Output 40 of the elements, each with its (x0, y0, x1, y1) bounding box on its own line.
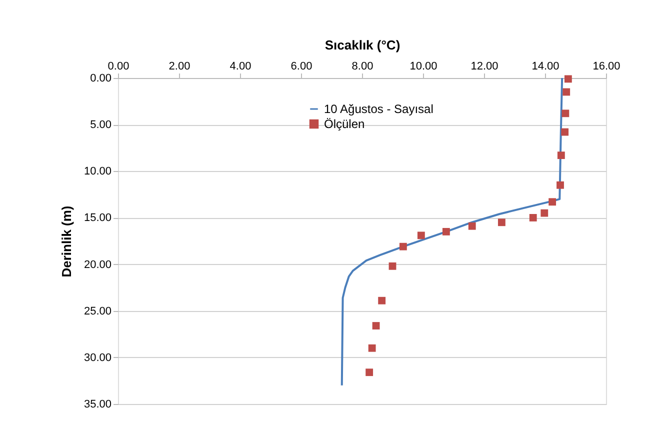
x-tick-label: 10.00 (410, 60, 438, 72)
point (366, 368, 374, 376)
point (399, 242, 407, 250)
y-tick-label: 5.00 (90, 119, 112, 132)
point (529, 214, 537, 222)
x-tick-label: 6.00 (290, 60, 312, 72)
point (564, 75, 572, 83)
y-axis-title: Derinlik (m) (58, 206, 74, 278)
chart-title: Sıcaklık (°C) (324, 38, 400, 52)
point (562, 88, 570, 96)
x-tick-label: 8.00 (352, 60, 374, 72)
point (540, 209, 548, 217)
x-tick-label: 2.00 (168, 60, 190, 72)
point (378, 296, 386, 304)
y-tick-label: 30.00 (84, 352, 112, 364)
x-tick-label: 16.00 (592, 60, 620, 72)
y-tick-label: 35.00 (84, 398, 112, 410)
legend-label: 10 Ağustos - Sayısal (324, 102, 434, 116)
x-tick-label: 12.00 (470, 60, 498, 72)
point (442, 228, 450, 236)
legend-label: Ölçülen (324, 117, 365, 131)
point (548, 198, 556, 206)
y-tick-label: 0.00 (90, 72, 112, 84)
x-tick-label: 0.00 (108, 60, 130, 72)
y-tick-label: 20.00 (84, 258, 112, 271)
point (561, 128, 569, 136)
point (368, 344, 376, 352)
point (556, 181, 564, 189)
point (372, 322, 380, 330)
point (388, 262, 396, 270)
y-tick-label: 10.00 (84, 166, 112, 178)
x-tick-label: 14.00 (532, 60, 560, 72)
x-tick-label: 4.00 (230, 60, 252, 72)
y-tick-label: 15.00 (84, 212, 112, 224)
point (557, 152, 565, 160)
point (417, 232, 425, 240)
point (562, 110, 570, 118)
point (468, 222, 476, 230)
y-tick-label: 25.00 (84, 305, 112, 318)
point (498, 218, 506, 226)
